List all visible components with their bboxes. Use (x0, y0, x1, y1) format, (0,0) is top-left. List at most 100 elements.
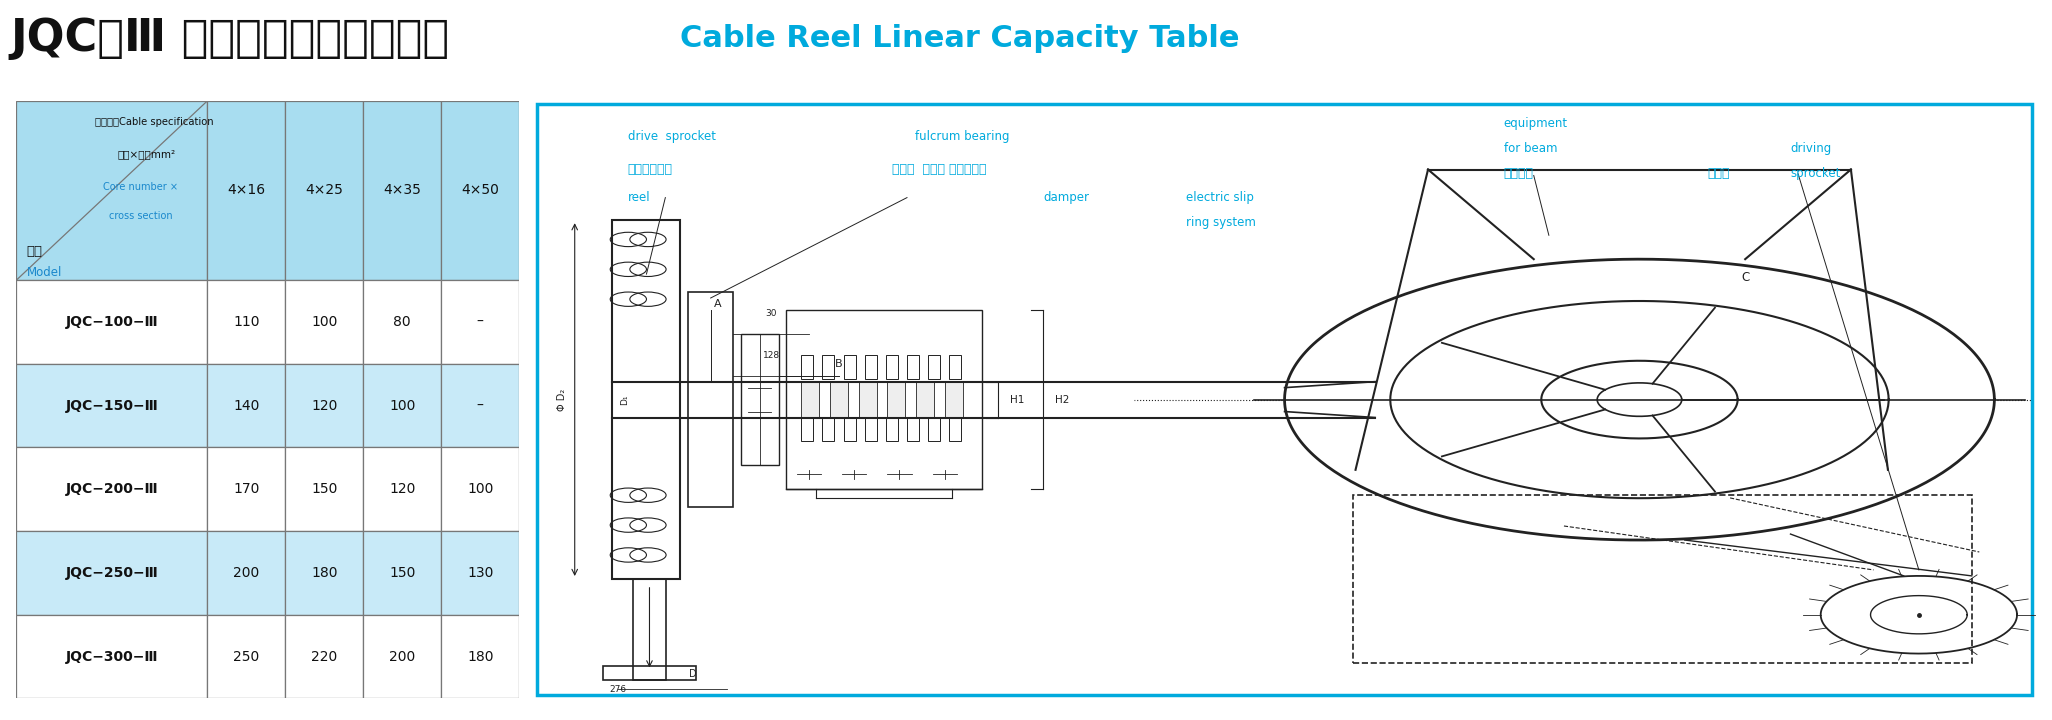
Bar (441, 615, 519, 698)
Bar (207, 101, 285, 280)
Bar (363, 364, 441, 447)
Text: driving: driving (1791, 142, 1832, 155)
Text: 80: 80 (394, 315, 410, 329)
Bar (687, 292, 733, 507)
Bar (800, 382, 819, 418)
Text: 140: 140 (234, 399, 261, 413)
Text: JQC−300−Ⅲ: JQC−300−Ⅲ (66, 649, 158, 664)
Text: JQC−250−Ⅲ: JQC−250−Ⅲ (66, 566, 158, 580)
Text: 100: 100 (390, 399, 415, 413)
Text: Φ D₂: Φ D₂ (558, 389, 566, 410)
Bar (285, 447, 363, 531)
Bar (632, 579, 667, 680)
Text: 型号: 型号 (27, 245, 43, 258)
Text: JQC－Ⅲ 电缆卷筒容线量一览表: JQC－Ⅲ 电缆卷筒容线量一览表 (10, 17, 449, 60)
Bar (886, 355, 899, 379)
Bar (800, 355, 813, 379)
Text: B: B (835, 359, 843, 369)
Text: 128: 128 (763, 351, 780, 360)
Text: 芯数×截面mm²: 芯数×截面mm² (117, 150, 174, 160)
Bar (16, 280, 207, 364)
Text: 4×35: 4×35 (384, 184, 421, 197)
Text: 130: 130 (468, 566, 492, 580)
Bar (786, 310, 983, 490)
Bar (207, 280, 285, 364)
Text: H2: H2 (1055, 395, 1069, 405)
Text: H1: H1 (1010, 395, 1024, 405)
Text: damper: damper (1042, 191, 1090, 204)
Text: 传动轮: 传动轮 (1707, 167, 1730, 180)
Bar (16, 531, 207, 615)
Bar (829, 382, 847, 418)
Text: 110: 110 (234, 315, 261, 329)
Text: 100: 100 (468, 482, 492, 496)
Text: electric slip: electric slip (1186, 191, 1254, 204)
Bar (843, 418, 856, 441)
Bar (915, 382, 934, 418)
Bar (363, 531, 441, 615)
Bar (363, 615, 441, 698)
Bar (363, 280, 441, 364)
Bar (441, 447, 519, 531)
Text: 4×50: 4×50 (462, 184, 499, 197)
Bar (285, 101, 363, 280)
Text: 220: 220 (312, 649, 337, 664)
Bar (800, 418, 813, 441)
Text: 180: 180 (468, 649, 492, 664)
Text: JQC−200−Ⅲ: JQC−200−Ⅲ (66, 482, 158, 496)
Text: 170: 170 (234, 482, 261, 496)
Text: 200: 200 (390, 649, 415, 664)
Text: reel: reel (628, 191, 650, 204)
Text: 4×25: 4×25 (306, 184, 343, 197)
Bar (363, 101, 441, 280)
Bar (886, 418, 899, 441)
Bar (441, 280, 519, 364)
Text: for beam: for beam (1504, 142, 1557, 155)
Bar (285, 615, 363, 698)
Bar (843, 355, 856, 379)
Bar (285, 280, 363, 364)
Text: C: C (1740, 271, 1748, 284)
Bar (603, 665, 696, 680)
Bar (741, 334, 778, 465)
Bar (944, 382, 962, 418)
Text: D₁: D₁ (620, 395, 630, 405)
Text: Core number ×: Core number × (103, 182, 179, 192)
Bar (858, 382, 876, 418)
Text: 支承座  阻尼器 电滑环系统: 支承座 阻尼器 电滑环系统 (893, 163, 987, 176)
Text: 150: 150 (312, 482, 337, 496)
Text: JQC−100−Ⅲ: JQC−100−Ⅲ (66, 315, 158, 329)
Text: fulcrum bearing: fulcrum bearing (915, 130, 1010, 143)
Text: 设备起吊: 设备起吊 (1504, 167, 1533, 180)
Bar (886, 382, 905, 418)
Bar (207, 447, 285, 531)
Bar (441, 101, 519, 280)
Text: 276: 276 (609, 685, 626, 694)
Bar (285, 364, 363, 447)
Bar (950, 355, 960, 379)
Bar (285, 531, 363, 615)
Bar (441, 531, 519, 615)
Text: –: – (476, 315, 484, 329)
Bar (16, 364, 207, 447)
Text: Model: Model (27, 266, 62, 279)
Bar (363, 447, 441, 531)
Text: 4×16: 4×16 (228, 184, 265, 197)
Text: ring system: ring system (1186, 216, 1256, 229)
Text: 100: 100 (312, 315, 337, 329)
Text: 电缆规格Cable specification: 电缆规格Cable specification (94, 117, 213, 127)
Text: sprocket: sprocket (1791, 167, 1841, 180)
Text: Cable Reel Linear Capacity Table: Cable Reel Linear Capacity Table (679, 24, 1239, 53)
Text: JQC−150−Ⅲ: JQC−150−Ⅲ (66, 399, 158, 413)
Bar (864, 418, 876, 441)
Bar (207, 531, 285, 615)
Bar (1352, 495, 1972, 662)
Text: drive  sprocket: drive sprocket (628, 130, 716, 143)
Bar (16, 101, 207, 280)
Bar (907, 418, 919, 441)
Text: –: – (476, 399, 484, 413)
Text: 250: 250 (234, 649, 259, 664)
Bar (864, 355, 876, 379)
Bar (207, 364, 285, 447)
Text: cross section: cross section (109, 210, 172, 220)
